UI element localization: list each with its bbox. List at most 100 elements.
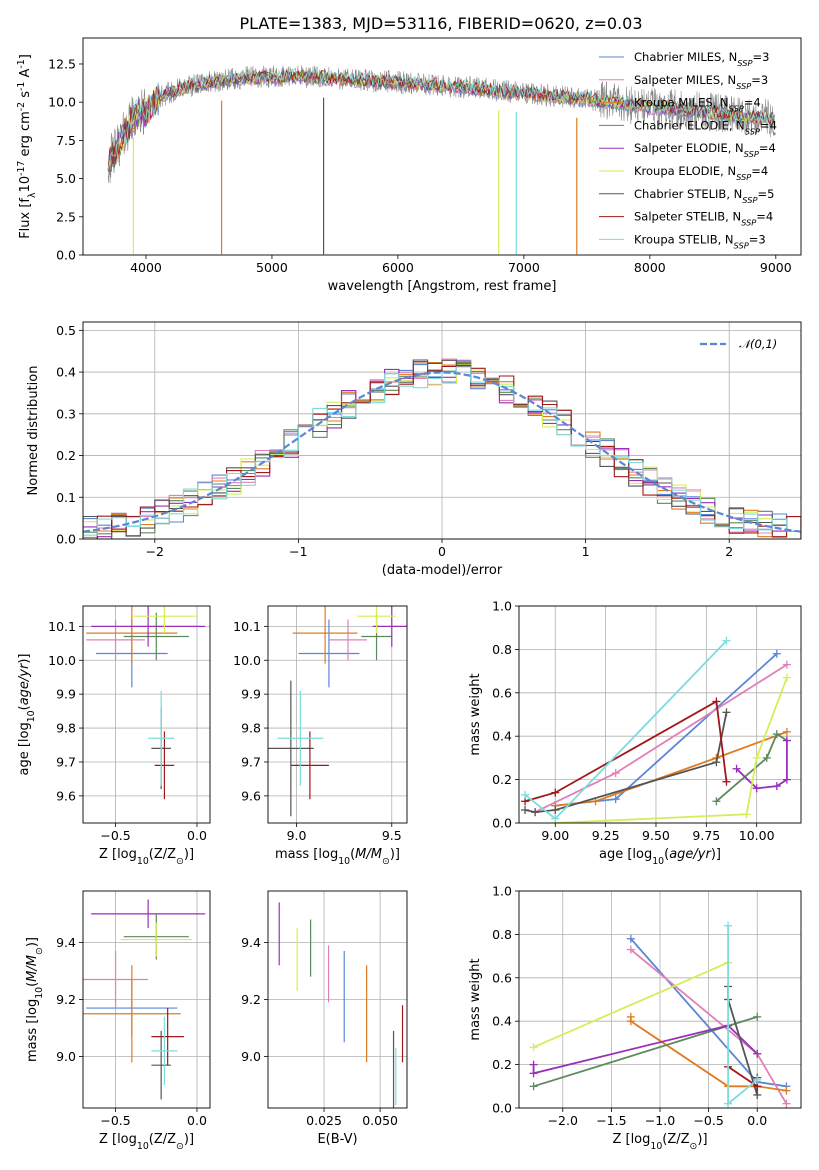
legend-entry-label: Chabrier STELIB, NSSP=5	[634, 187, 774, 205]
axes-frame	[82, 37, 802, 256]
legend-ssp-value: =5	[757, 187, 774, 201]
legend-series-name: Salpeter STELIB, N	[634, 210, 741, 224]
legend-ssp-value: =4	[759, 141, 776, 155]
legend-ssp-value: =4	[756, 210, 773, 224]
x-tick-label: 9.5	[382, 828, 402, 843]
x-tick-label: 9.0	[287, 828, 307, 843]
spectrum-model-line	[107, 68, 776, 169]
plot-area	[278, 902, 404, 1108]
label-part: mass [log	[275, 847, 338, 862]
y-tick-label: 0.6	[492, 685, 512, 700]
x-tick-label: 0.050	[362, 1113, 398, 1128]
plot-area	[529, 921, 791, 1108]
legend-ssp-subscript: SSP	[742, 195, 757, 205]
y-tick-label: 9.0	[241, 1049, 261, 1064]
y-tick-label: 9.9	[56, 687, 76, 702]
y-tick-label: 9.2	[56, 992, 76, 1007]
x-tick-label: 5000	[256, 260, 288, 275]
label-part: mass weight	[468, 673, 483, 755]
mass-weight-line	[533, 961, 729, 1049]
label-part: (	[664, 847, 669, 862]
histogram-step-line	[83, 366, 801, 539]
subscript: ⊙	[176, 1141, 184, 1152]
label-part: (data-model)/error	[382, 563, 503, 578]
x-tick-label: 10.00	[739, 828, 775, 843]
x-tick-label: −1.5	[596, 1113, 626, 1128]
x-axis-label: age [log10(age/yr)]	[599, 847, 721, 867]
mass-vs-z-panel: −0.5 0.09.09.29.4Z [log10(Z/Z⊙)]mass [log…	[25, 890, 211, 1152]
subscript: 10	[650, 1141, 662, 1152]
normal-curve-line	[83, 371, 801, 533]
normal-legend-label: 𝒩(0,1)	[739, 337, 777, 351]
legend-entry-label: Kroupa STELIB, NSSP=3	[634, 232, 766, 250]
y-tick-label: 0.0	[492, 816, 512, 831]
x-tick-label: 0	[438, 544, 446, 559]
label-part: mass [log	[25, 999, 40, 1062]
label-part: Z [log	[99, 847, 137, 862]
subscript: λ	[27, 192, 38, 198]
y-tick-label: 0.2	[56, 448, 76, 463]
y-tick-label: 9.2	[241, 992, 261, 1007]
label-part: Normed distribution	[26, 366, 41, 496]
mass-weight-line	[555, 677, 788, 823]
y-tick-label: 5.0	[56, 171, 76, 186]
axes-frame	[82, 605, 211, 824]
subscript: 10	[338, 856, 350, 867]
legend-ssp-subscript: SSP	[734, 240, 749, 250]
label-part: )]	[184, 1132, 194, 1147]
x-tick-label: 9.25	[592, 828, 620, 843]
y-tick-label: 0.0	[56, 248, 76, 263]
legend-ssp-subscript: SSP	[745, 126, 760, 136]
label-part: ]	[18, 54, 33, 59]
label-part: Z [log	[99, 1132, 137, 1147]
mass-weight-line	[524, 700, 728, 803]
subscript: 10	[26, 710, 37, 722]
y-tick-label: 7.5	[56, 133, 76, 148]
x-axis-label: Z [log10(Z/Z⊙)]	[612, 1132, 707, 1152]
y-tick-label: 9.8	[56, 721, 76, 736]
x-tick-label: 0.025	[306, 1113, 342, 1128]
age-vs-z-panel: −0.5 0.09.69.79.89.910.010.1Z [log10(Z/Z⊙…	[17, 605, 211, 867]
x-tick-label: 1	[582, 544, 590, 559]
y-axis-label: mass weight	[468, 958, 483, 1040]
legend-series-name: Salpeter ELODIE, N	[634, 141, 744, 155]
y-axis-label: age [log10(age/yr)]	[17, 653, 37, 775]
x-axis-label: mass [log10(M/M⊙)]	[275, 847, 400, 867]
legend-entry-label: Chabrier ELODIE, NSSP=4	[634, 118, 777, 136]
x-tick-label: 7000	[508, 260, 540, 275]
y-tick-label: 1.0	[492, 599, 512, 614]
legend-series-name: Kroupa STELIB, N	[634, 232, 734, 246]
y-tick-label: 12.5	[48, 56, 76, 71]
spectrum-panel: 4000 5000 6000 7000 8000 9000 0.0 2.5 5.0 7.5 10.0…	[16, 37, 802, 294]
label-part: Z [log	[612, 1132, 650, 1147]
legend-series-name: Chabrier STELIB, N	[634, 187, 742, 201]
legend-ssp-subscript: SSP	[737, 58, 752, 68]
x-axis-label: Z [log10(Z/Z⊙)]	[99, 1132, 194, 1152]
y-tick-label: 0.4	[492, 1014, 512, 1029]
y-tick-label: 10.0	[48, 653, 76, 668]
plot-area	[83, 899, 206, 1100]
axes-frame	[82, 890, 211, 1109]
x-tick-label: 0.0	[187, 1113, 207, 1128]
y-tick-label: 2.5	[56, 209, 76, 224]
mass-weight-line	[555, 731, 788, 807]
label-part: (	[25, 982, 40, 987]
legend-entry-label: Salpeter MILES, NSSP=3	[634, 73, 768, 91]
label-part: )]	[390, 847, 400, 862]
label-part: E(B-V)	[317, 1132, 357, 1147]
y-tick-label: 0.1	[56, 490, 76, 505]
x-tick-label: 9000	[760, 260, 792, 275]
plot-area	[268, 606, 407, 817]
y-tick-label: 0.8	[492, 927, 512, 942]
subscript: ⊙	[176, 856, 184, 867]
y-tick-label: 0.2	[492, 1057, 512, 1072]
y-axis-label: Flux [fλ10-17 erg cm-2 s-1 A-1]	[16, 54, 38, 239]
label-part: (	[17, 705, 32, 710]
legend-entry-label: Salpeter STELIB, NSSP=4	[634, 210, 773, 228]
x-tick-label: −0.5	[693, 1113, 723, 1128]
mass-weight-line	[532, 1024, 758, 1075]
legend-ssp-value: =3	[749, 232, 766, 246]
legend-series-name: Chabrier MILES, N	[634, 50, 737, 64]
label-part: )]	[17, 653, 32, 663]
